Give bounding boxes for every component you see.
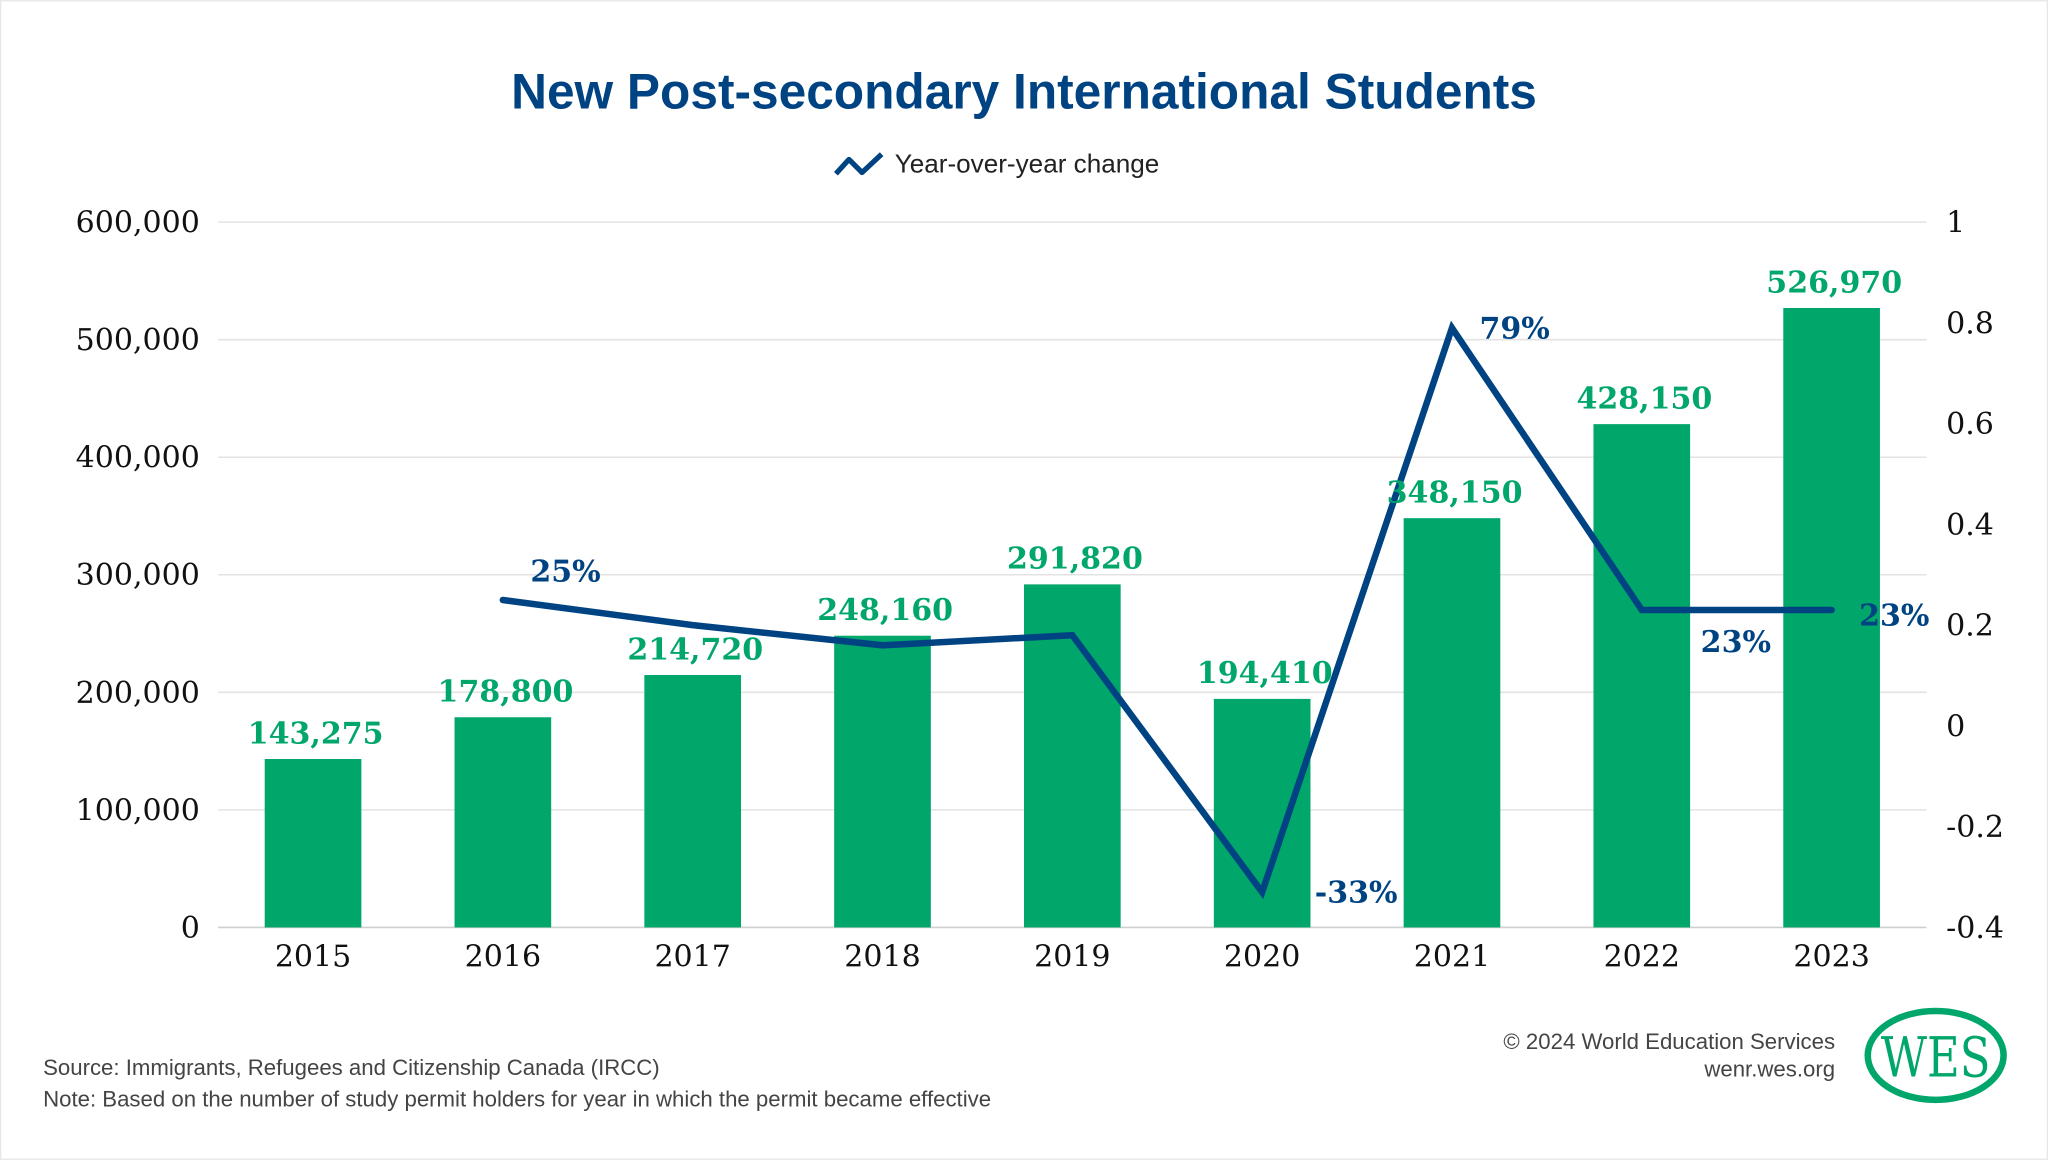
y-left-tick-label: 400,000	[76, 441, 200, 476]
bar-2016	[454, 717, 552, 928]
bar-value-label: 428,150	[1576, 381, 1712, 416]
x-tick-label: 2023	[1793, 940, 1869, 975]
legend: Year-over-year change	[833, 148, 1160, 178]
bar-2015	[264, 759, 362, 928]
y-right-tick-label: 0.2	[1946, 609, 1994, 644]
yoy-change-label: 79%	[1480, 311, 1550, 346]
bar-value-label: 291,820	[1007, 542, 1143, 577]
yoy-change-line	[499, 320, 1835, 900]
yoy-change-label: 23%	[1701, 625, 1771, 660]
x-tick-label: 2017	[654, 940, 730, 975]
wes-logo: WES	[1864, 1007, 2007, 1104]
y-right-tick-label: -0.2	[1946, 810, 2004, 845]
bar-value-label: 248,160	[817, 593, 953, 628]
source-note: Source: Immigrants, Refugees and Citizen…	[43, 1055, 660, 1080]
y-right-tick-label: 0.8	[1946, 306, 1994, 341]
y-left-tick-label: 500,000	[76, 323, 200, 358]
x-tick-label: 2016	[465, 940, 541, 975]
bar-value-label: 194,410	[1197, 656, 1333, 691]
x-tick-label: 2019	[1034, 940, 1110, 975]
bar-value-label: 143,275	[248, 716, 384, 751]
yoy-change-label: -33%	[1315, 876, 1398, 911]
bar-value-label: 178,800	[438, 675, 574, 710]
bar-value-label: 348,150	[1387, 476, 1523, 511]
x-tick-label: 2022	[1604, 940, 1680, 975]
y-left-tick-label: 300,000	[76, 558, 200, 593]
bar-2017	[644, 675, 742, 928]
yoy-change-label: 23%	[1859, 599, 1929, 634]
x-tick-label: 2021	[1414, 940, 1490, 975]
y-left-tick-label: 200,000	[76, 676, 200, 711]
y-right-tick-label: 1	[1946, 206, 1965, 241]
y-left-tick-label: 0	[181, 911, 200, 946]
chart-title: New Post-secondary International Student…	[511, 63, 1537, 119]
x-tick-label: 2018	[844, 940, 920, 975]
bar-2021	[1403, 518, 1501, 928]
bar-2018	[834, 635, 931, 928]
y-right-tick-label: 0.6	[1946, 407, 1994, 442]
bar-value-label: 214,720	[627, 632, 763, 667]
legend-line-icon	[833, 152, 884, 176]
bar-2022	[1593, 424, 1691, 928]
website: wenr.wes.org	[1703, 1056, 1835, 1081]
footnote: Note: Based on the number of study permi…	[43, 1086, 991, 1111]
y-right-tick-label: -0.4	[1946, 911, 2004, 946]
y-right-tick-label: 0.4	[1946, 508, 1994, 543]
svg-text:WES: WES	[1881, 1025, 1991, 1089]
y-right-tick-label: 0	[1946, 709, 1965, 744]
copyright: © 2024 World Education Services	[1503, 1029, 1835, 1054]
legend-label: Year-over-year change	[895, 148, 1160, 178]
x-tick-label: 2020	[1224, 940, 1300, 975]
bar-2023	[1783, 307, 1880, 928]
yoy-change-label: 25%	[530, 555, 600, 590]
y-left-tick-label: 600,000	[76, 206, 200, 241]
x-tick-label: 2015	[275, 940, 351, 975]
y-left-tick-label: 100,000	[76, 793, 200, 828]
bar-value-label: 526,970	[1766, 265, 1902, 300]
bar-2019	[1024, 584, 1121, 928]
